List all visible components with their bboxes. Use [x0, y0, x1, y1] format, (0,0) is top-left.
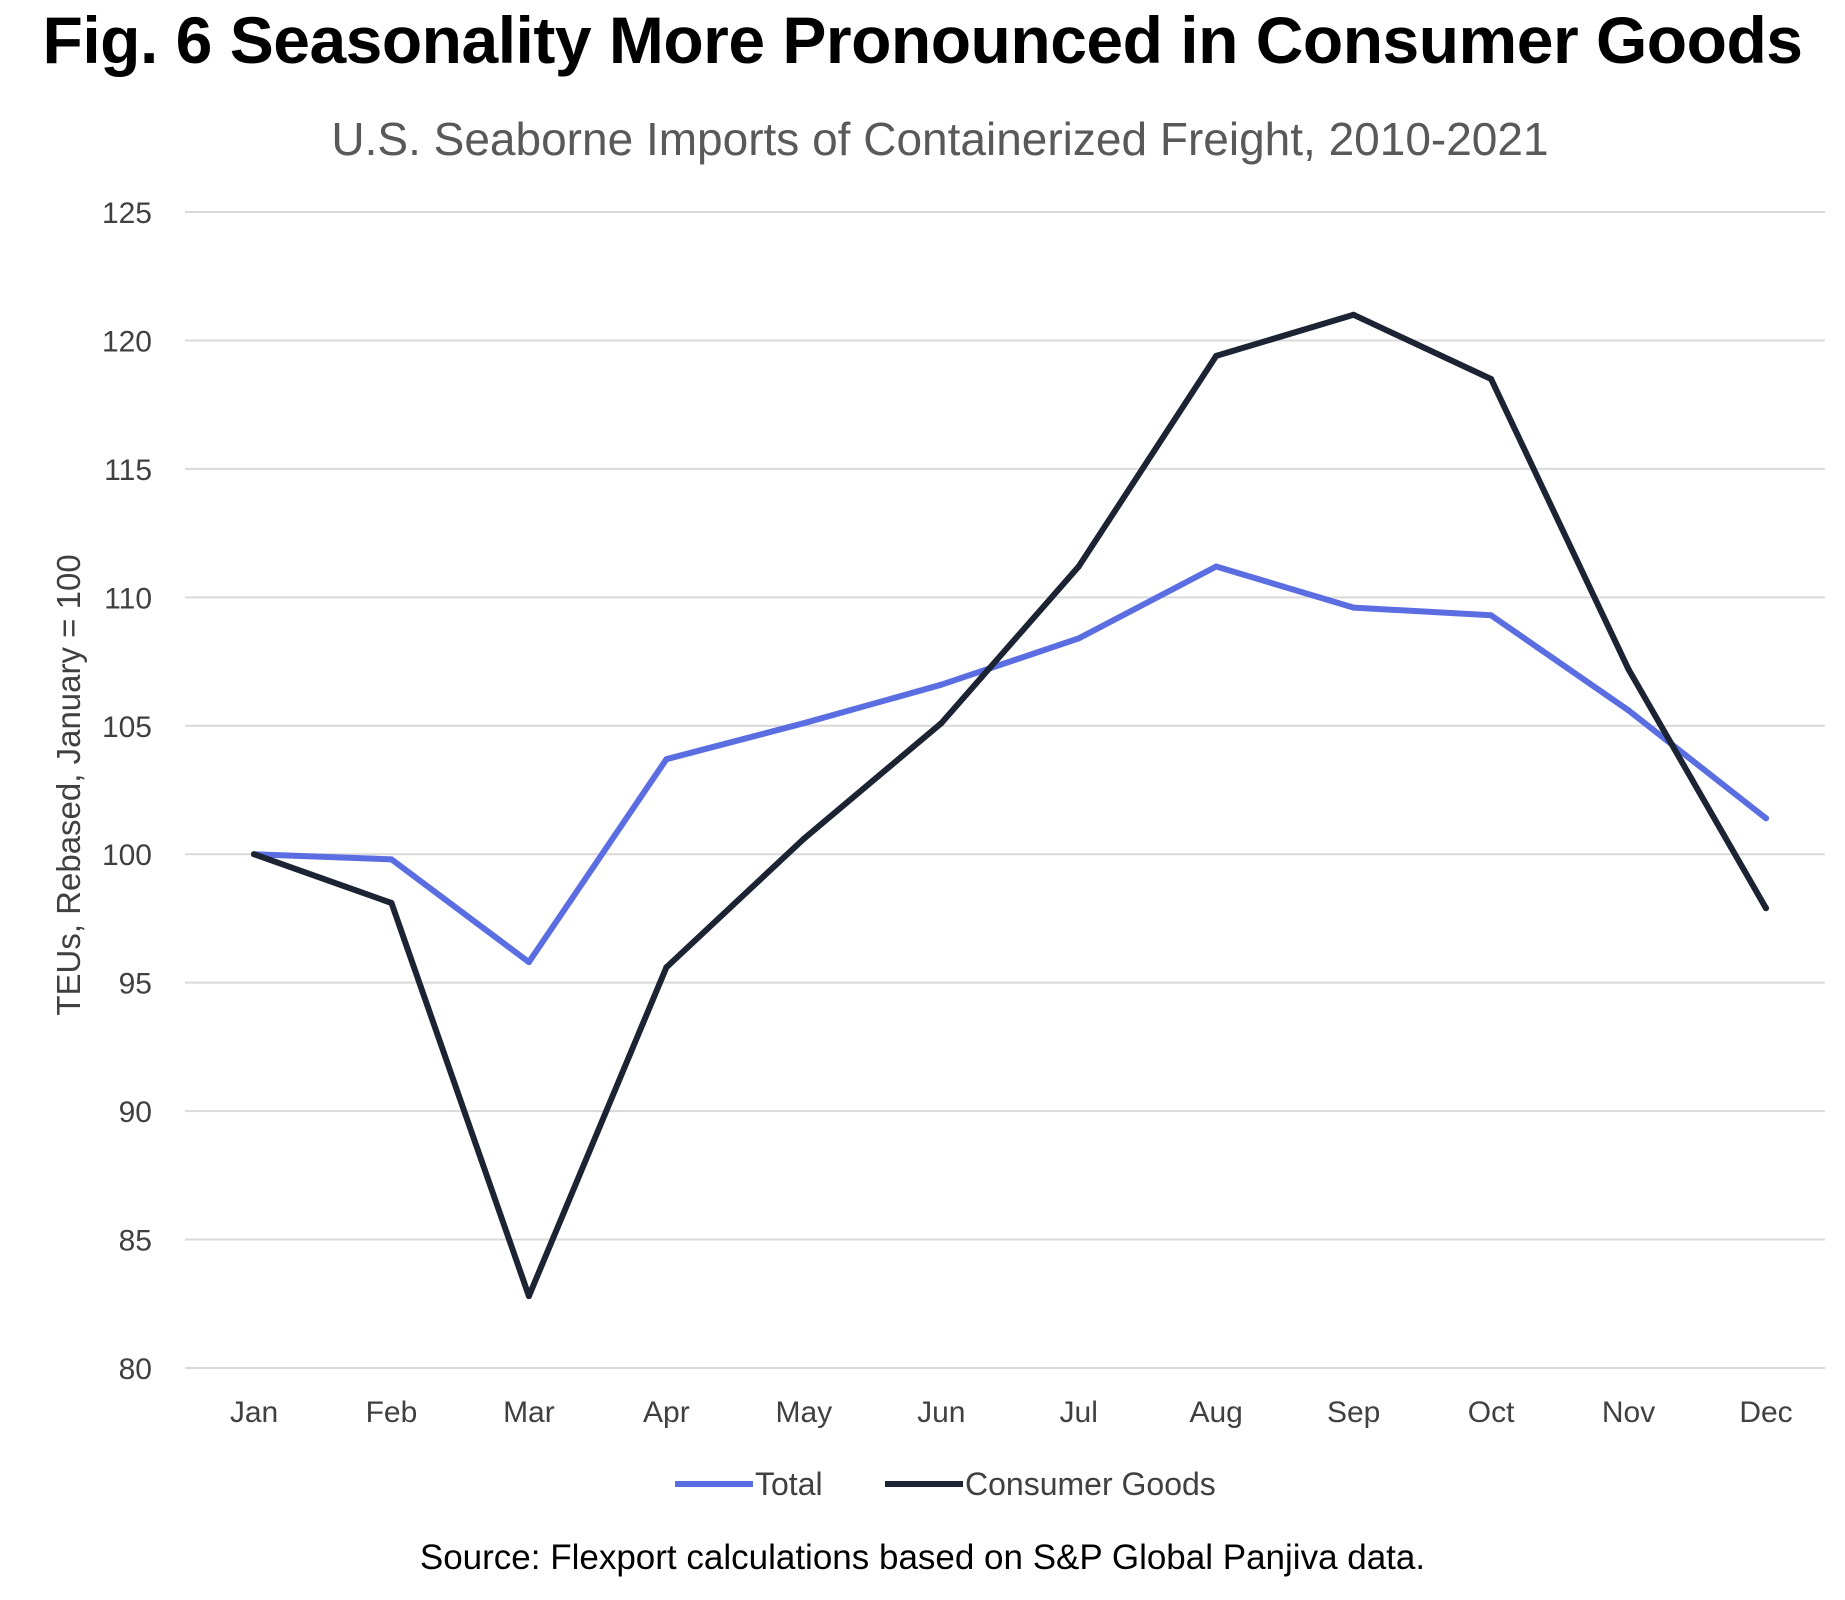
x-tick-label: Dec	[1739, 1396, 1792, 1429]
legend: Total Consumer Goods	[675, 1466, 1216, 1502]
x-tick-label: Jul	[1060, 1396, 1098, 1429]
data-point-consumer-goods	[251, 851, 257, 858]
x-tick-label: Sep	[1327, 1396, 1380, 1429]
data-point-total	[800, 720, 807, 727]
data-point-total	[938, 681, 945, 688]
y-tick-label: 95	[119, 968, 152, 1001]
y-axis-tick-labels: 80 85 90 95 100 105 110 115 120 125	[102, 197, 152, 1386]
x-tick-label: Nov	[1602, 1396, 1655, 1429]
y-tick-label: 110	[104, 582, 152, 615]
data-point-total	[388, 856, 395, 863]
x-tick-label: Apr	[643, 1396, 690, 1429]
data-point-consumer-goods	[1763, 905, 1769, 912]
y-tick-label: 120	[102, 325, 152, 358]
data-point-consumer-goods	[1075, 563, 1082, 570]
y-tick-label: 80	[119, 1353, 152, 1386]
y-tick-label: 90	[119, 1096, 152, 1129]
data-point-total	[663, 756, 670, 763]
x-tick-label: Jun	[917, 1396, 965, 1429]
data-point-consumer-goods	[1625, 666, 1632, 673]
data-point-total	[1625, 707, 1632, 714]
data-point-consumer-goods	[388, 900, 395, 907]
x-tick-label: Aug	[1189, 1396, 1242, 1429]
source-note: Source: Flexport calculations based on S…	[419, 1538, 1426, 1577]
y-tick-label: 125	[102, 197, 152, 230]
y-tick-label: 100	[102, 839, 152, 872]
data-point-total	[525, 959, 532, 966]
data-point-total	[1075, 635, 1082, 642]
data-point-consumer-goods	[1488, 375, 1495, 382]
x-tick-label: May	[775, 1396, 832, 1429]
gridlines	[185, 211, 1825, 1369]
data-point-consumer-goods	[525, 1293, 532, 1300]
data-point-consumer-goods	[1213, 352, 1220, 359]
data-point-consumer-goods	[1350, 311, 1357, 318]
series-line-consumer-goods	[251, 311, 1769, 1300]
data-point-consumer-goods	[800, 835, 807, 842]
legend-label-total: Total	[755, 1466, 823, 1502]
y-tick-label: 105	[102, 711, 152, 744]
data-point-consumer-goods	[663, 964, 670, 971]
chart-title: U.S. Seaborne Imports of Containerized F…	[331, 113, 1549, 165]
data-point-consumer-goods	[938, 720, 945, 727]
x-tick-label: Jan	[230, 1396, 278, 1429]
data-point-total	[1350, 604, 1357, 611]
x-tick-label: Feb	[366, 1396, 418, 1429]
y-tick-label: 115	[104, 454, 152, 487]
legend-label-consumer-goods: Consumer Goods	[965, 1466, 1216, 1502]
y-tick-label: 85	[119, 1225, 152, 1258]
x-tick-label: Mar	[503, 1396, 555, 1429]
data-point-total	[1213, 563, 1220, 570]
x-tick-label: Oct	[1468, 1396, 1515, 1429]
x-axis-tick-labels: Jan Feb Mar Apr May Jun Jul Aug Sep Oct Nov Dec	[230, 1396, 1793, 1429]
y-axis-title: TEUs, Rebased, January = 100	[50, 554, 87, 1015]
series-line-total	[251, 563, 1769, 966]
data-point-total	[1488, 612, 1495, 619]
series-lines	[251, 311, 1769, 1300]
figure-title: Fig. 6 Seasonality More Pronounced in Co…	[42, 3, 1803, 77]
data-point-total	[1763, 815, 1769, 822]
